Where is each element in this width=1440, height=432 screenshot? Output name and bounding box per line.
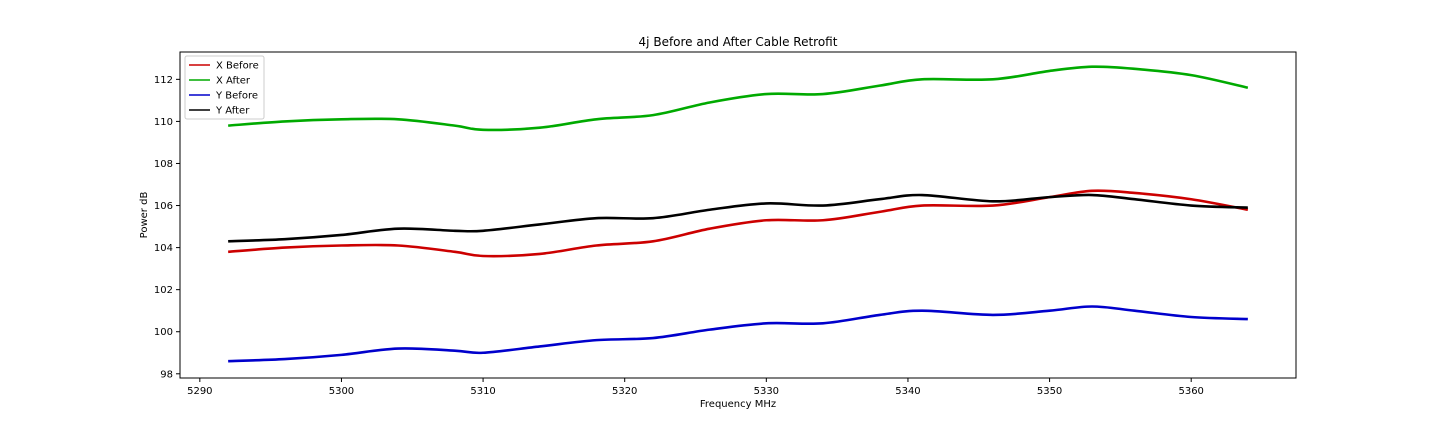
x-tick-label: 5350: [1037, 386, 1062, 397]
legend-box: [184, 55, 265, 120]
y-tick-label: 98: [160, 369, 173, 380]
y-tick-label: 104: [154, 243, 173, 254]
y-tick-label: 108: [154, 159, 173, 170]
y-tick-label: 100: [154, 327, 173, 338]
y-axis: 98 100 102 104 106 108 110 112: [154, 75, 180, 380]
y-tick-label: 102: [154, 285, 173, 296]
x-axis: 5290 5300 5310 5320 5330 5340 5350 5360: [187, 378, 1204, 397]
series-line-x-before: [228, 189, 1249, 258]
y-tick-label: 110: [154, 117, 173, 128]
series-line-y-after: [228, 193, 1248, 243]
legend-label: Y Before: [215, 91, 258, 102]
plot-frame: [179, 51, 1297, 379]
x-tick-label: 5320: [612, 386, 637, 397]
x-axis-title: Frequency MHz: [700, 399, 776, 410]
x-tick-label: 5330: [754, 386, 779, 397]
legend: X Before X After Y Before Y After: [184, 55, 265, 120]
series-line-y-before: [228, 305, 1248, 363]
x-tick-label: 5310: [470, 386, 495, 397]
y-axis-title: Power dB: [139, 192, 150, 239]
x-tick-label: 5360: [1178, 386, 1203, 397]
series-layer: [228, 65, 1249, 363]
legend-label: X After: [216, 76, 251, 87]
y-tick-label: 106: [154, 201, 173, 212]
series-line-x-after: [228, 65, 1249, 132]
legend-label: X Before: [216, 61, 259, 72]
legend-label: Y After: [215, 106, 250, 117]
x-tick-label: 5340: [895, 386, 920, 397]
x-tick-label: 5290: [187, 386, 212, 397]
y-tick-label: 112: [154, 75, 173, 86]
chart-title: 4j Before and After Cable Retrofit: [639, 35, 838, 49]
x-tick-label: 5300: [329, 386, 354, 397]
